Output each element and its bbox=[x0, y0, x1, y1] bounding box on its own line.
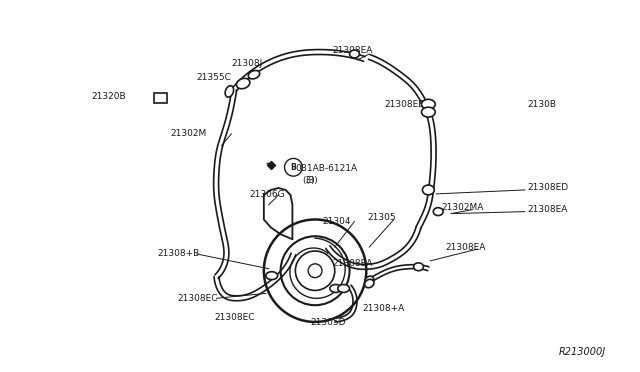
Text: (3): (3) bbox=[305, 176, 318, 185]
Text: 21308EB: 21308EB bbox=[384, 100, 424, 109]
Ellipse shape bbox=[225, 86, 234, 97]
Ellipse shape bbox=[422, 99, 435, 109]
Text: R213000J: R213000J bbox=[559, 347, 605, 357]
Text: 21302M: 21302M bbox=[170, 129, 207, 138]
Bar bbox=[154, 93, 167, 103]
Ellipse shape bbox=[266, 272, 278, 280]
Ellipse shape bbox=[365, 279, 374, 288]
Text: 21308EC: 21308EC bbox=[214, 314, 255, 323]
Text: 0B1AB-6121A: 0B1AB-6121A bbox=[296, 164, 358, 173]
Text: 21308+B: 21308+B bbox=[157, 250, 200, 259]
Ellipse shape bbox=[338, 285, 349, 292]
Ellipse shape bbox=[349, 50, 360, 58]
Text: 21305: 21305 bbox=[367, 213, 396, 222]
Text: 21308EA: 21308EA bbox=[333, 259, 373, 268]
Text: 21320B: 21320B bbox=[92, 92, 126, 101]
Text: 21308ED: 21308ED bbox=[527, 183, 568, 192]
Text: 21355C: 21355C bbox=[196, 73, 231, 82]
Text: 21308EA: 21308EA bbox=[333, 45, 373, 55]
Ellipse shape bbox=[236, 78, 250, 89]
Ellipse shape bbox=[330, 285, 342, 292]
Ellipse shape bbox=[422, 107, 435, 117]
Ellipse shape bbox=[413, 263, 424, 271]
Text: 21304: 21304 bbox=[322, 217, 351, 226]
Text: (3): (3) bbox=[302, 176, 315, 185]
Text: 21305D: 21305D bbox=[310, 318, 346, 327]
Ellipse shape bbox=[365, 276, 374, 285]
Ellipse shape bbox=[433, 208, 443, 215]
Text: B: B bbox=[291, 163, 296, 172]
Text: 21308EA: 21308EA bbox=[445, 243, 486, 251]
Text: 21308J: 21308J bbox=[231, 60, 262, 68]
Ellipse shape bbox=[422, 185, 435, 195]
Text: 21306G: 21306G bbox=[249, 190, 285, 199]
Ellipse shape bbox=[248, 70, 260, 79]
Text: 21308EA: 21308EA bbox=[527, 205, 567, 214]
Text: 21308EC: 21308EC bbox=[177, 294, 218, 303]
Text: 21302MA: 21302MA bbox=[441, 203, 484, 212]
Text: 21308+A: 21308+A bbox=[362, 304, 404, 312]
Text: 2130B: 2130B bbox=[527, 100, 556, 109]
